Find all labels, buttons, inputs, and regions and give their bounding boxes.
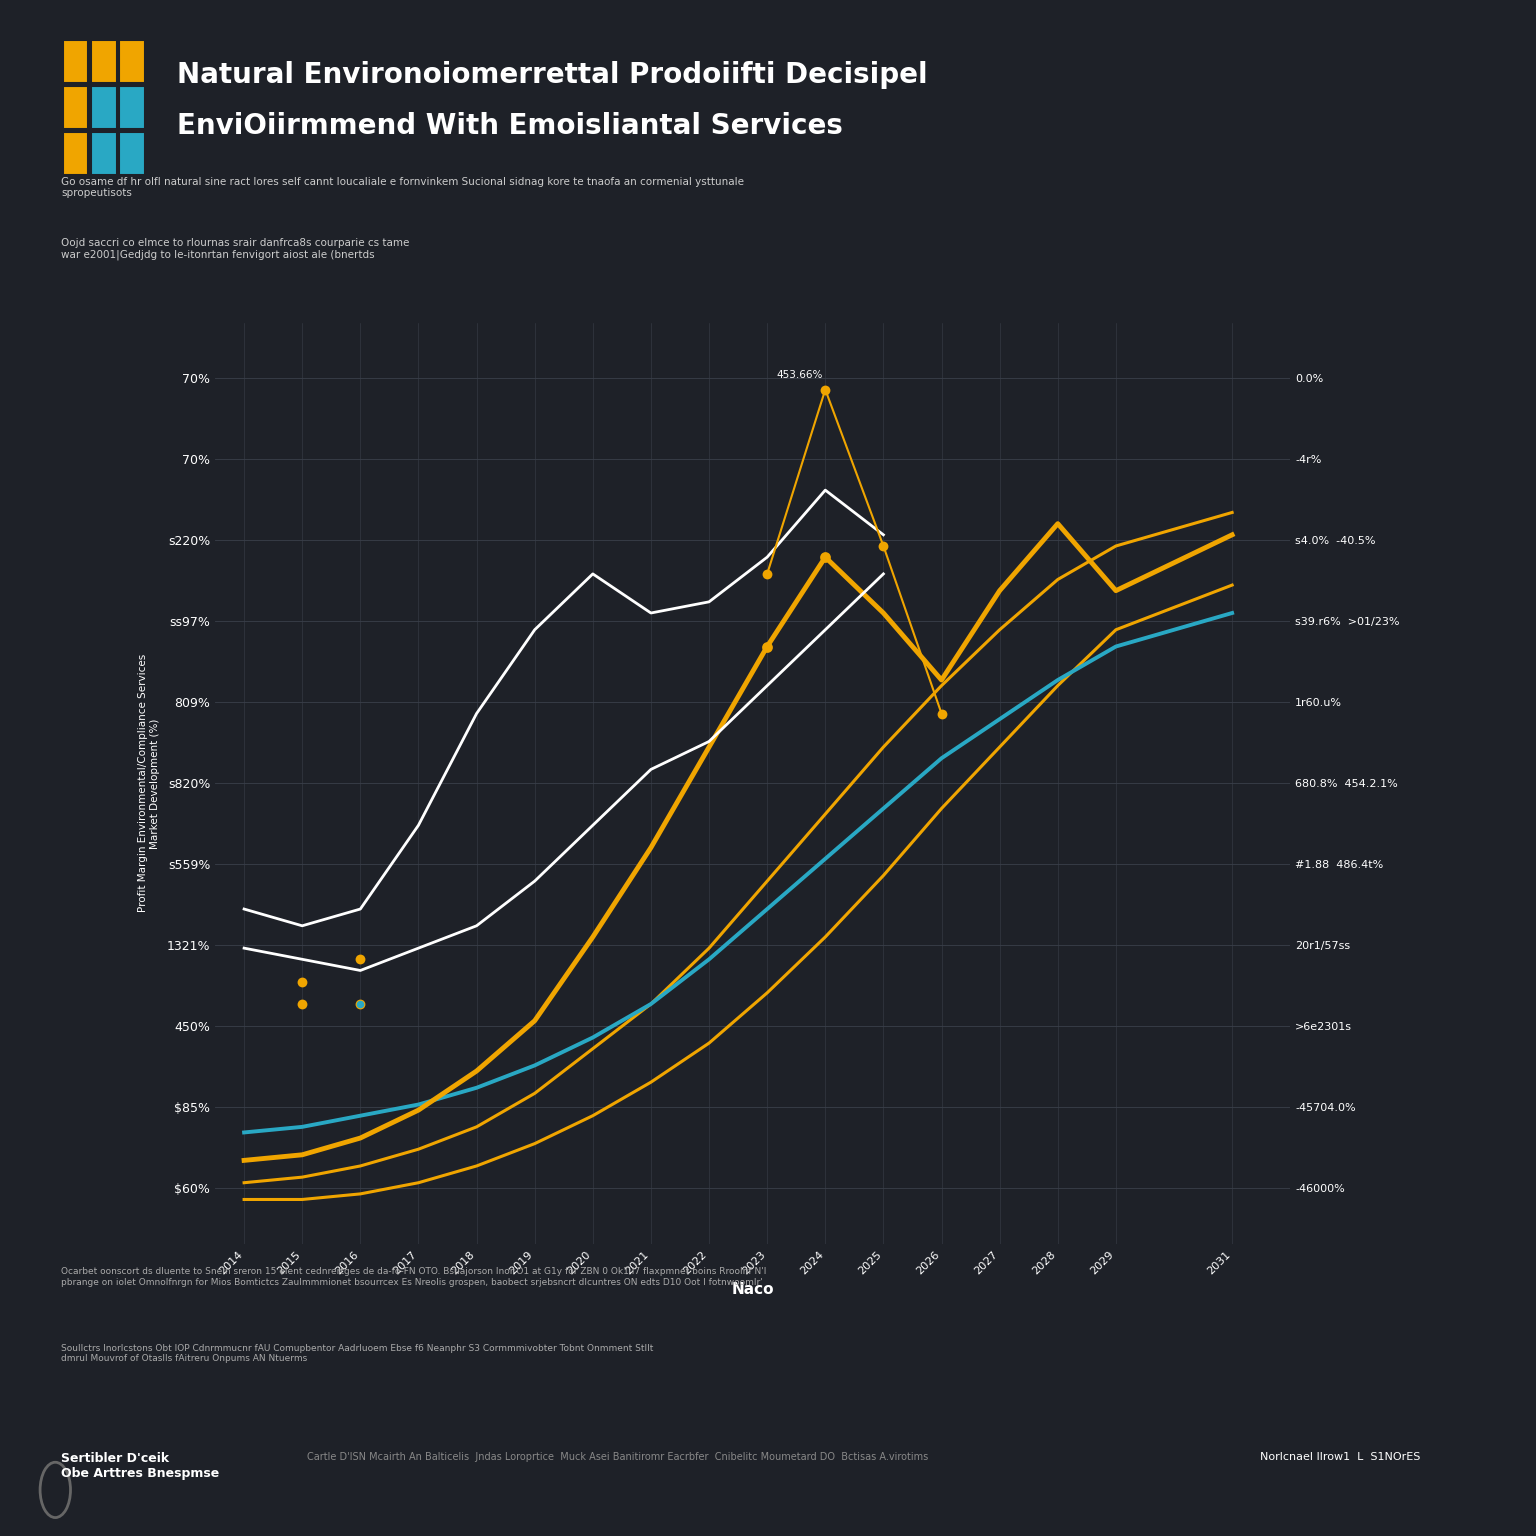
Bar [118, 40, 144, 83]
Bar [91, 86, 117, 129]
Y-axis label: Profit Margin Environmental/Compliance Services
Market Development (%): Profit Margin Environmental/Compliance S… [138, 654, 160, 912]
Bar [118, 86, 144, 129]
Text: Go osame df hr olfl natural sine ract lores self cannt loucaliale e fornvinkem S: Go osame df hr olfl natural sine ract lo… [61, 177, 745, 198]
Text: Ocarbet oonscort ds dluente to Sneln sreron 15 elent cednrertges de da-fo-FN OTO: Ocarbet oonscort ds dluente to Sneln sre… [61, 1267, 766, 1287]
Text: 453.66%: 453.66% [777, 370, 823, 381]
Point [813, 545, 837, 570]
Bar [63, 86, 89, 129]
Point [349, 948, 373, 972]
Bar [63, 40, 89, 83]
Bar [91, 132, 117, 175]
Point [290, 992, 315, 1017]
Bar [118, 132, 144, 175]
Text: EnviOiirmmend With Emoisliantal Services: EnviOiirmmend With Emoisliantal Services [177, 112, 843, 140]
X-axis label: Naco: Naco [731, 1281, 774, 1296]
Point [754, 562, 779, 587]
Point [290, 969, 315, 994]
Point [349, 992, 373, 1017]
Bar [91, 40, 117, 83]
Text: Norlcnael Ilrow1  L  S1NOrES: Norlcnael Ilrow1 L S1NOrES [1260, 1452, 1419, 1462]
Point [349, 992, 373, 1017]
Point [929, 702, 954, 727]
Point [813, 378, 837, 402]
Bar [63, 132, 89, 175]
Text: Sertibler D'ceik
Obe Arttres Bnespmse: Sertibler D'ceik Obe Arttres Bnespmse [61, 1452, 220, 1479]
Text: Natural Environoiomerrettal Prodoiifti Decisipel: Natural Environoiomerrettal Prodoiifti D… [177, 61, 928, 89]
Text: Oojd saccri co elmce to rlournas srair danfrca8s courparie cs tame
war e2001|Ged: Oojd saccri co elmce to rlournas srair d… [61, 238, 410, 260]
Text: Soullctrs lnorlcstons Obt IOP Cdnrmmucnr fAU Comupbentor Aadrluoem Ebse f6 Neanp: Soullctrs lnorlcstons Obt IOP Cdnrmmucnr… [61, 1344, 654, 1364]
Point [754, 634, 779, 659]
Text: Cartle D'ISN Mcairth An Balticelis  Jndas Loroprtice  Muck Asei Banitiromr Eacrb: Cartle D'ISN Mcairth An Balticelis Jndas… [307, 1452, 928, 1462]
Point [871, 533, 895, 558]
